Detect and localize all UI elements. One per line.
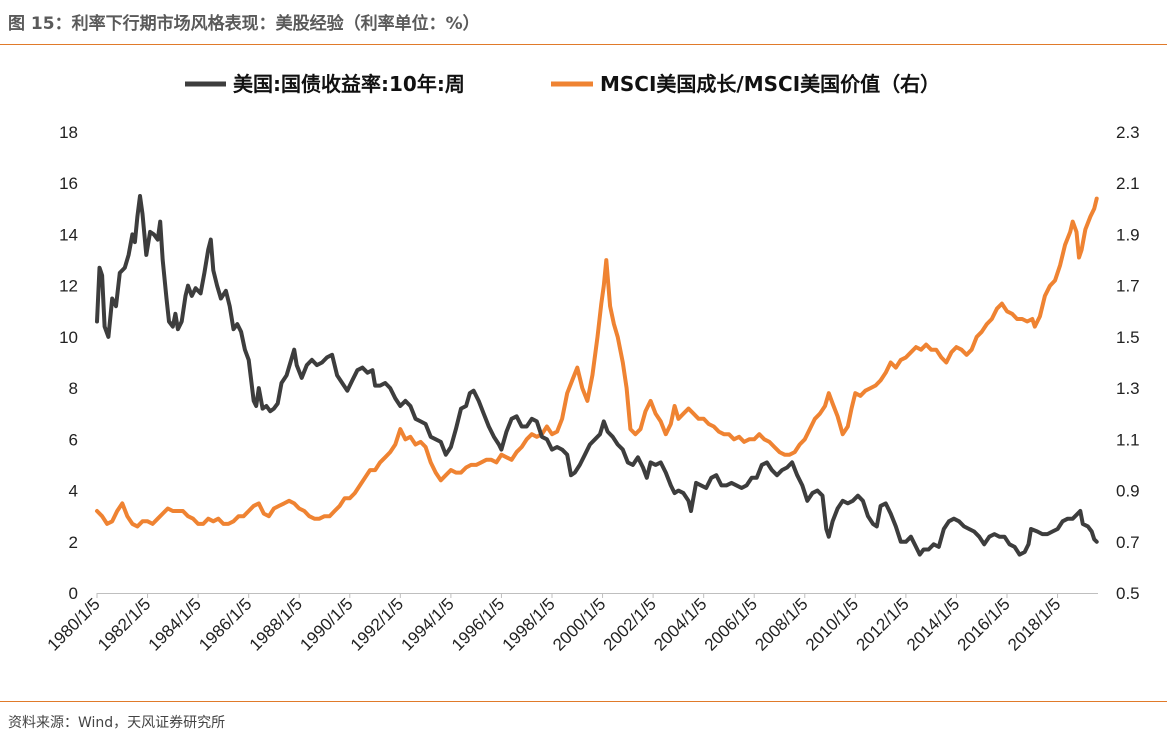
x-tick-label: 1986/1/5 bbox=[195, 594, 255, 654]
series-line-growth-value bbox=[95, 196, 1099, 529]
y-right-tick-label: 1.7 bbox=[1116, 277, 1140, 296]
legend: 美国:国债收益率:10年:周 MSCI美国成长/MSCI美国价值（右） bbox=[185, 72, 940, 96]
y-right-tick-label: 1.3 bbox=[1116, 379, 1140, 398]
x-tick-label: 1998/1/5 bbox=[499, 594, 559, 654]
y-left-tick-label: 2 bbox=[69, 533, 78, 552]
x-tick-label: 1990/1/5 bbox=[296, 594, 356, 654]
x-tick-label: 2016/1/5 bbox=[954, 594, 1014, 654]
y-right-tick-label: 0.7 bbox=[1116, 533, 1140, 552]
x-tick-label: 2018/1/5 bbox=[1004, 594, 1064, 654]
x-tick-label: 2004/1/5 bbox=[650, 594, 710, 654]
y-left-tick-label: 14 bbox=[59, 225, 78, 244]
y-right-tick-label: 2.1 bbox=[1116, 174, 1140, 193]
x-tick-label: 2012/1/5 bbox=[852, 594, 912, 654]
y-left-tick-label: 16 bbox=[59, 174, 78, 193]
y-right-tick-label: 0.9 bbox=[1116, 482, 1140, 501]
x-tick-label: 1982/1/5 bbox=[94, 594, 154, 654]
x-tick-label: 1980/1/5 bbox=[44, 594, 104, 654]
y-left-tick-label: 6 bbox=[69, 430, 78, 449]
x-tick-label: 2008/1/5 bbox=[751, 594, 811, 654]
x-tick-label: 1994/1/5 bbox=[397, 594, 457, 654]
y-left-tick-label: 0 bbox=[69, 584, 78, 603]
series-lines bbox=[95, 194, 1099, 557]
figure-title: 图 15：利率下行期市场风格表现：美股经验（利率单位：%） bbox=[8, 14, 480, 34]
y-right-tick-label: 2.3 bbox=[1116, 123, 1140, 142]
x-tick-label: 1992/1/5 bbox=[347, 594, 407, 654]
y-right-tick-label: 1.9 bbox=[1116, 225, 1140, 244]
x-tick-label: 2002/1/5 bbox=[600, 594, 660, 654]
x-tick-label: 2006/1/5 bbox=[701, 594, 761, 654]
bottom-divider bbox=[0, 701, 1167, 702]
x-tick-label: 1996/1/5 bbox=[448, 594, 508, 654]
x-tick-label: 1988/1/5 bbox=[246, 594, 306, 654]
x-tick-label: 2014/1/5 bbox=[903, 594, 963, 654]
legend-label-yield: 美国:国债收益率:10年:周 bbox=[233, 72, 465, 96]
y-right-tick-label: 0.5 bbox=[1116, 584, 1140, 603]
y-left-tick-label: 12 bbox=[59, 277, 78, 296]
legend-label-growth-value: MSCI美国成长/MSCI美国价值（右） bbox=[600, 72, 940, 96]
x-tick-label: 1984/1/5 bbox=[145, 594, 205, 654]
y-left-tick-label: 10 bbox=[59, 328, 78, 347]
source-note: 资料来源：Wind，天风证券研究所 bbox=[8, 715, 226, 731]
y-left-tick-label: 18 bbox=[59, 123, 78, 142]
y-left-tick-label: 4 bbox=[69, 482, 78, 501]
y-right-tick-label: 1.5 bbox=[1116, 328, 1140, 347]
top-divider bbox=[0, 44, 1167, 45]
series-line-yield bbox=[95, 194, 1099, 557]
x-tick-label: 2010/1/5 bbox=[802, 594, 862, 654]
x-tick-label: 2000/1/5 bbox=[549, 594, 609, 654]
chart: 美国:国债收益率:10年:周 MSCI美国成长/MSCI美国价值（右） 0 2 4 6… bbox=[44, 72, 1140, 655]
y-right-tick-label: 1.1 bbox=[1116, 430, 1140, 449]
y-left-tick-label: 8 bbox=[69, 379, 78, 398]
